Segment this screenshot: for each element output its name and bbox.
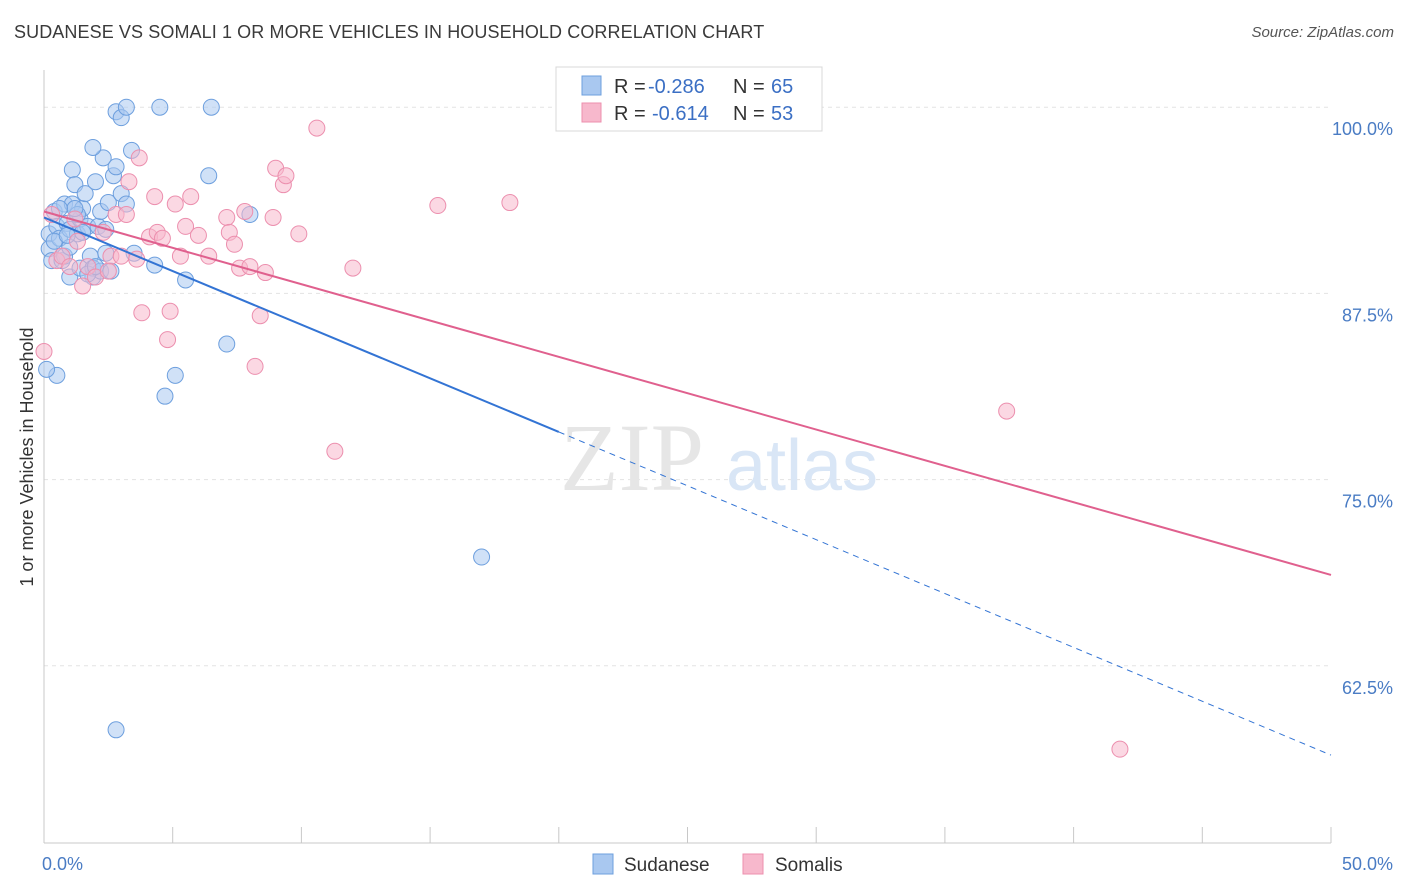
legend-n-label-1: N =	[733, 76, 765, 98]
somalis-point	[501, 194, 519, 212]
y-tick-labels: 100.0% 87.5% 75.0% 62.5%	[1332, 119, 1393, 698]
sudanese-point	[473, 548, 491, 566]
series-swatch-sudanese	[592, 853, 614, 875]
sudanese-point	[117, 98, 135, 116]
sudanese-point	[63, 161, 81, 179]
legend-r-value-1: -0.286	[648, 76, 705, 98]
sudanese-point	[107, 158, 125, 176]
sudanese-point	[38, 360, 56, 378]
sudanese-point	[76, 185, 94, 203]
somalis-point	[225, 235, 243, 253]
somalis-point	[308, 119, 326, 137]
y-tick-label: 87.5%	[1342, 305, 1393, 325]
axes	[43, 70, 1332, 844]
watermark-zip: ZIP	[560, 404, 704, 511]
legend-swatch-sudanese	[581, 75, 602, 96]
sudanese-point	[156, 387, 174, 405]
x-tick-label: 50.0%	[1342, 854, 1393, 874]
legend-r-label-2: R =	[614, 103, 646, 125]
sudanese-trend-extension	[558, 431, 1332, 756]
stats-legend: R = -0.286 N = 65 R = -0.614 N = 53	[555, 66, 823, 132]
sudanese-points	[38, 98, 491, 739]
somalis-point	[189, 226, 207, 244]
somalis-point	[146, 188, 164, 206]
y-tick-label: 100.0%	[1332, 119, 1393, 139]
watermark: ZIP atlas	[560, 404, 878, 511]
somalis-point	[246, 357, 264, 375]
series-label-somalis: Somalis	[775, 855, 843, 876]
somalis-point	[130, 149, 148, 167]
legend-n-value-2: 53	[771, 103, 793, 125]
sudanese-point	[218, 335, 236, 353]
x-tick-label: 0.0%	[42, 854, 83, 874]
somalis-point	[264, 208, 282, 226]
somalis-point	[290, 225, 308, 243]
y-tick-label: 75.0%	[1342, 492, 1393, 512]
grid-lines	[44, 106, 1331, 667]
somalis-point	[159, 331, 177, 349]
somalis-point	[61, 258, 79, 276]
legend-n-value-1: 65	[771, 76, 793, 98]
somalis-point	[161, 302, 179, 320]
series-label-sudanese: Sudanese	[624, 855, 710, 876]
y-tick-label: 62.5%	[1342, 678, 1393, 698]
y-axis-label: 1 or more Vehicles in Household	[17, 327, 37, 586]
trend-lines	[43, 210, 1332, 756]
somalis-point	[117, 205, 135, 223]
legend-n-label-2: N =	[733, 103, 765, 125]
sudanese-point	[84, 138, 102, 156]
somalis-point	[182, 188, 200, 206]
somalis-point	[218, 208, 236, 226]
somalis-point	[68, 232, 86, 250]
somalis-point	[120, 173, 138, 191]
sudanese-point	[99, 194, 117, 212]
somalis-point	[429, 197, 447, 215]
legend-r-value-2: -0.614	[652, 103, 709, 125]
watermark-atlas: atlas	[726, 426, 878, 506]
somalis-point	[177, 217, 195, 235]
somalis-trend-line	[43, 210, 1332, 576]
sudanese-point	[86, 173, 104, 191]
somalis-point	[326, 442, 344, 460]
sudanese-point	[107, 721, 125, 739]
somalis-point	[236, 202, 254, 220]
source-label: Source: ZipAtlas.com	[1251, 24, 1394, 41]
sudanese-point	[94, 149, 112, 167]
x-tick-labels: 0.0% 50.0%	[42, 854, 1393, 874]
somalis-point	[277, 167, 295, 185]
sudanese-point	[200, 167, 218, 185]
somalis-point	[166, 195, 184, 213]
sudanese-trend-line	[43, 216, 560, 433]
series-swatch-somalis	[742, 853, 764, 875]
legend-swatch-somalis	[581, 102, 602, 123]
somalis-point	[99, 262, 117, 280]
sudanese-point	[166, 366, 184, 384]
somalis-point	[153, 229, 171, 247]
somalis-point	[74, 277, 92, 295]
series-legend: Sudanese Somalis	[592, 853, 843, 876]
somalis-point	[133, 304, 151, 322]
legend-r-label-1: R =	[614, 76, 646, 98]
somalis-point	[1111, 740, 1129, 758]
somalis-point	[998, 402, 1016, 420]
somalis-point	[344, 259, 362, 277]
somalis-point	[35, 342, 53, 360]
sudanese-point	[202, 98, 220, 116]
sudanese-point	[151, 98, 169, 116]
chart-title: SUDANESE VS SOMALI 1 OR MORE VEHICLES IN…	[14, 22, 765, 42]
